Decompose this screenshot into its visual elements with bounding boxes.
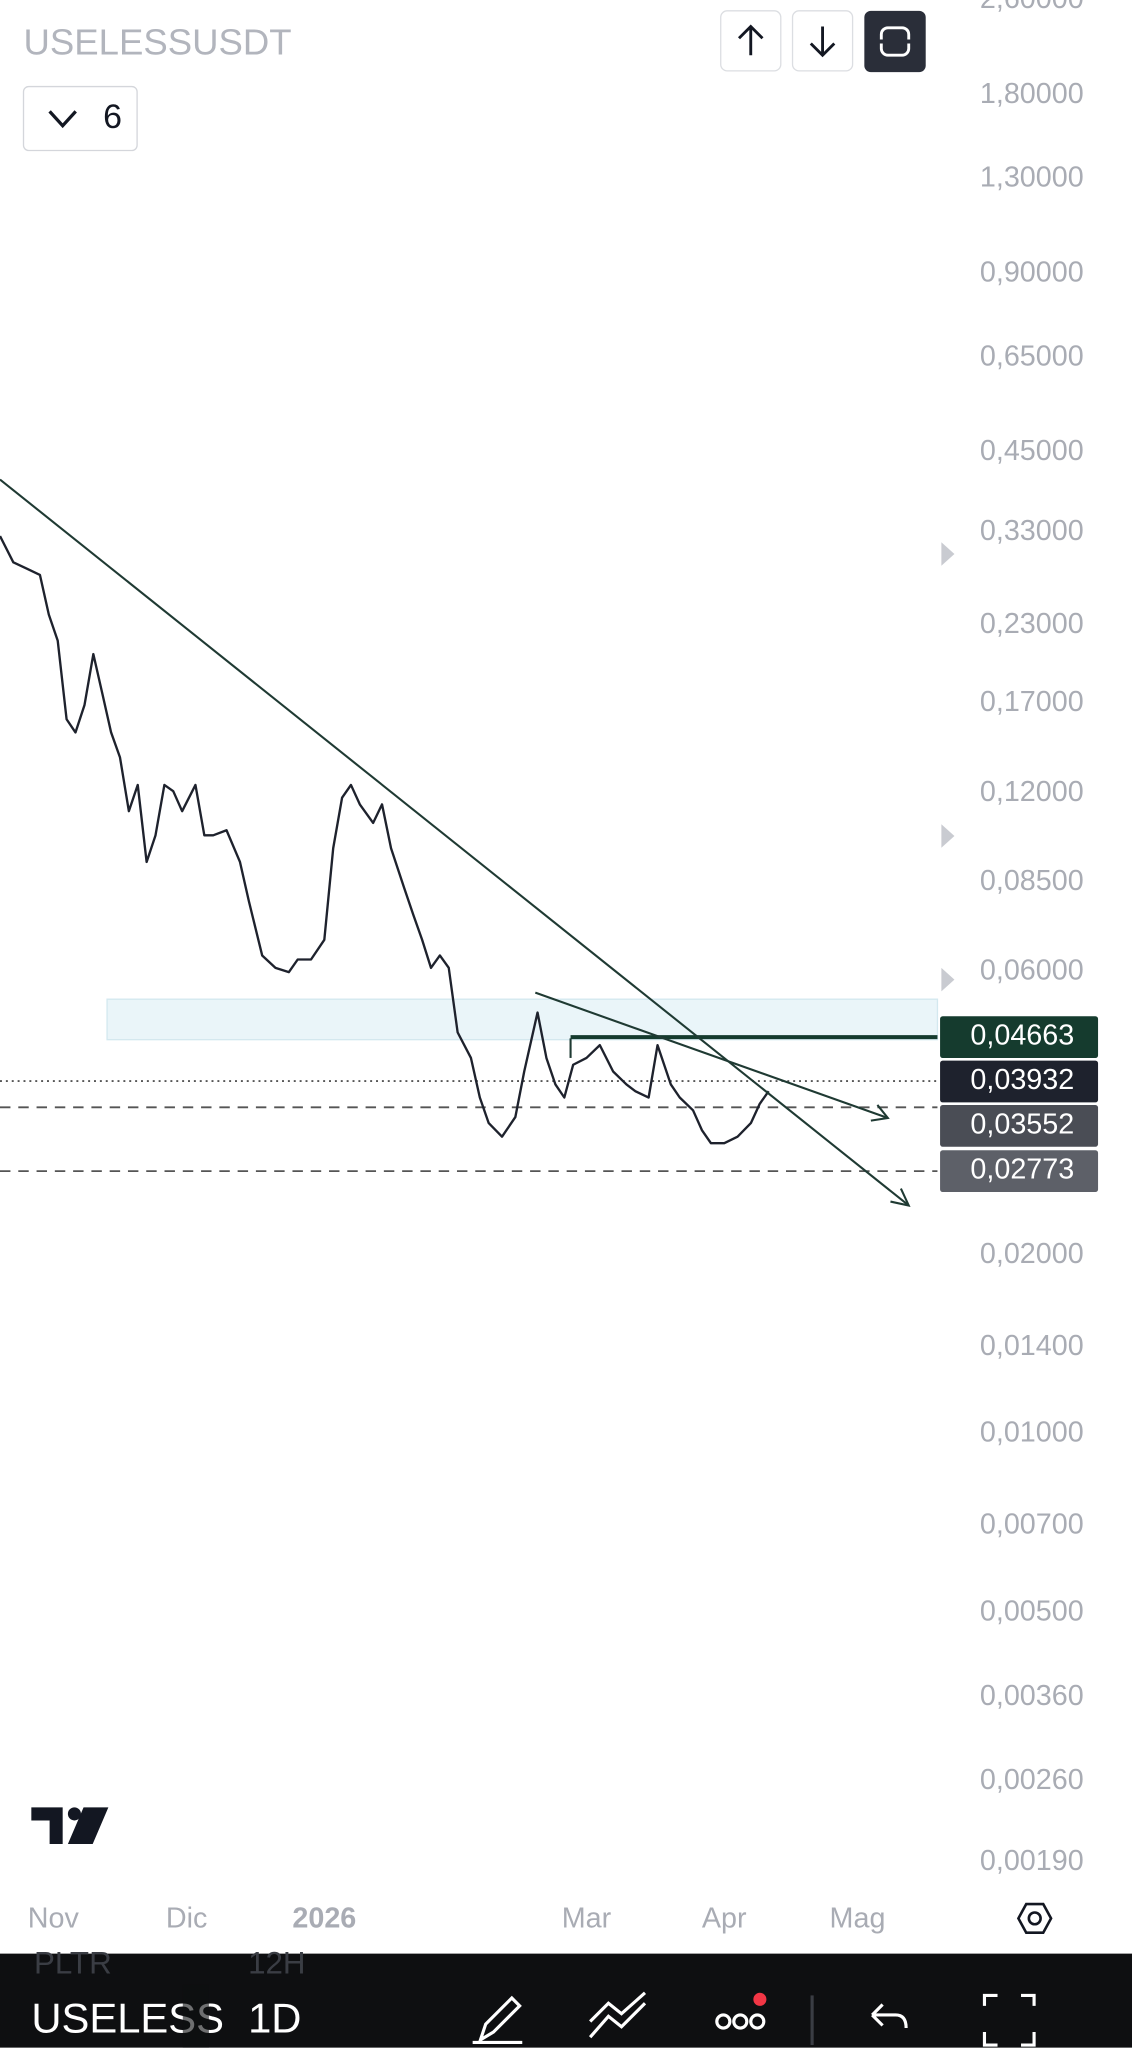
- logo: [31, 1807, 109, 1844]
- settings-icon-center: [1027, 1911, 1042, 1926]
- more-icon: [732, 2013, 749, 2030]
- y-tick-label: 0,06000: [980, 955, 1084, 987]
- y-tick-label: 1,30000: [980, 162, 1084, 194]
- y-tick-label: 0,01000: [980, 1417, 1084, 1449]
- y-tick-label: 1,80000: [980, 78, 1084, 110]
- marker: [941, 824, 955, 848]
- marker: [941, 967, 955, 992]
- interval-button[interactable]: 1D: [248, 1995, 301, 2042]
- layout-button[interactable]: [22, 85, 138, 152]
- trend-line: [534, 991, 889, 1119]
- settings-icon[interactable]: [1016, 1902, 1053, 1935]
- y-tick-label: 0,17000: [980, 686, 1084, 718]
- price-line-series: [0, 535, 770, 1145]
- price-label-box: [940, 1150, 1099, 1193]
- y-tick-label: 0,33000: [980, 515, 1084, 547]
- chevron-icon: [48, 110, 77, 129]
- x-tick-label: 2026: [292, 1902, 356, 1934]
- y-tick-label: 0,00190: [980, 1845, 1084, 1877]
- y-tick-label: 0,65000: [980, 340, 1084, 372]
- price-label: 0,02773: [970, 1154, 1074, 1186]
- notification-dot: [753, 1992, 767, 2006]
- price-label: 0,03932: [970, 1064, 1074, 1096]
- symbol-title: USELESSUSDT: [24, 21, 292, 62]
- y-tick-label: 0,02000: [980, 1238, 1084, 1270]
- price-label-box: [940, 1060, 1099, 1103]
- y-tick-label: 0,00700: [980, 1509, 1084, 1541]
- x-tick-label: Mag: [830, 1902, 886, 1934]
- down-arrow-icon: [809, 26, 836, 58]
- more-icon: [749, 2013, 766, 2030]
- faded-symbol: PLTR: [34, 1946, 112, 1981]
- y-tick-label: 0,12000: [980, 776, 1084, 808]
- y-tick-label: 0,90000: [980, 256, 1084, 288]
- up-arrow-icon: [737, 24, 764, 56]
- x-tick-label: Nov: [28, 1902, 80, 1934]
- marker: [941, 542, 955, 566]
- draw-icon[interactable]: [472, 1995, 523, 2044]
- price-label-box: [940, 1016, 1099, 1059]
- indicator-icon[interactable]: [588, 1991, 647, 2039]
- drawings: [0, 478, 911, 1207]
- fullscreen-icon[interactable]: [982, 1993, 1036, 2047]
- y-tick-label: 0,00500: [980, 1595, 1084, 1627]
- faded-interval: 12H: [248, 1946, 305, 1981]
- x-tick-label: Apr: [702, 1902, 747, 1934]
- y-tick-label: 0,01400: [980, 1330, 1084, 1362]
- plot-area: [0, 535, 938, 1173]
- arrow-head: [870, 1104, 890, 1122]
- zone-rectangle: [106, 998, 939, 1041]
- undo-icon[interactable]: [871, 2003, 908, 2029]
- price-label: 0,04663: [970, 1020, 1074, 1052]
- x-tick-label: Mar: [562, 1902, 612, 1934]
- x-tick-label: Dic: [166, 1902, 207, 1934]
- y-tick-label: 0,23000: [980, 608, 1084, 640]
- price-label: 0,03552: [970, 1108, 1074, 1140]
- more-icon[interactable]: [715, 2013, 732, 2030]
- y-tick-label: 0,08500: [980, 865, 1084, 897]
- trend-line: [0, 478, 910, 1207]
- arrow-head: [890, 1188, 911, 1207]
- layout-count: 6: [103, 98, 122, 136]
- fade-mask: [182, 1984, 209, 2048]
- logo-dot: [67, 1807, 81, 1821]
- toolbar-icons: [472, 1991, 1036, 2047]
- price-label-box: [940, 1105, 1099, 1147]
- y-tick-label: 0,00360: [980, 1680, 1084, 1712]
- y-tick-label: 0,45000: [980, 435, 1084, 467]
- y-tick-label: 0,00260: [980, 1764, 1084, 1796]
